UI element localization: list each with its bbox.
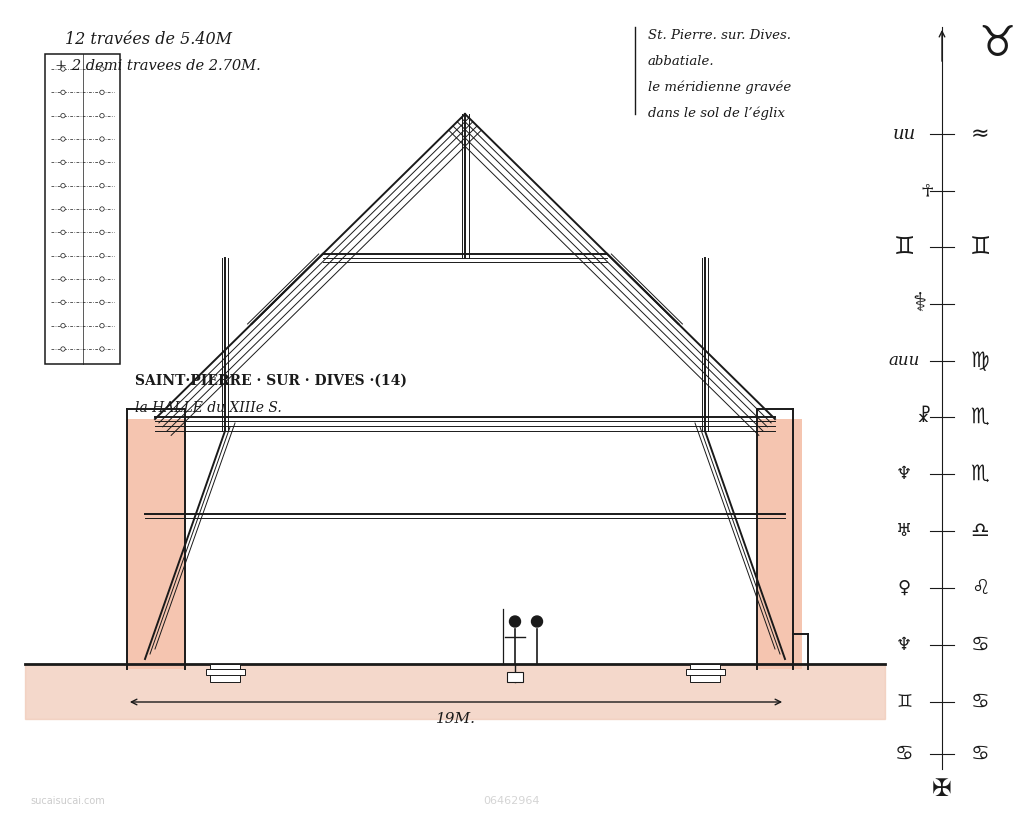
Circle shape (99, 161, 104, 165)
Text: abbatiale.: abbatiale. (648, 55, 715, 68)
Bar (206, 669, 245, 675)
Text: ♋: ♋ (971, 744, 989, 764)
Text: ⚕: ⚕ (912, 291, 927, 317)
Circle shape (99, 114, 104, 118)
Bar (45, 54, 120, 364)
Text: la HALLE du XIIIe S.: la HALLE du XIIIe S. (135, 401, 282, 415)
Text: ♆: ♆ (896, 465, 912, 483)
Circle shape (60, 67, 66, 71)
Circle shape (99, 300, 104, 305)
Bar (685, 669, 725, 675)
Text: ♉: ♉ (978, 23, 1016, 65)
Text: sucaisucai.com: sucaisucai.com (30, 796, 104, 806)
Text: dans le sol de l’églix: dans le sol de l’églix (648, 107, 785, 120)
FancyBboxPatch shape (757, 419, 802, 669)
Text: ♋: ♋ (971, 692, 989, 712)
Text: ♅: ♅ (896, 522, 912, 540)
Text: auu: auu (888, 352, 920, 369)
Circle shape (99, 324, 104, 328)
Bar (210, 664, 240, 682)
Text: ♏: ♏ (971, 407, 989, 427)
Circle shape (60, 161, 66, 165)
Text: ≈: ≈ (971, 124, 989, 144)
Circle shape (60, 346, 66, 351)
Text: ♎: ♎ (971, 521, 989, 541)
FancyBboxPatch shape (127, 419, 185, 669)
Text: SAINT·PIERRE · SUR · DIVES ·(14): SAINT·PIERRE · SUR · DIVES ·(14) (135, 374, 407, 388)
Bar (690, 664, 720, 682)
Text: 06462964: 06462964 (483, 796, 541, 806)
Circle shape (60, 253, 66, 258)
Text: ✠: ✠ (932, 777, 952, 801)
Circle shape (99, 137, 104, 141)
Text: + 2 demi travees de 2.70M.: + 2 demi travees de 2.70M. (55, 59, 261, 73)
Text: 12 travées de 5.40M: 12 travées de 5.40M (65, 31, 232, 48)
Text: ♊: ♊ (893, 235, 914, 259)
Circle shape (60, 90, 66, 94)
Circle shape (60, 324, 66, 328)
Text: St. Pierre. sur. Dives.: St. Pierre. sur. Dives. (648, 29, 791, 42)
Text: ♌: ♌ (971, 578, 989, 598)
Circle shape (531, 616, 543, 627)
Circle shape (99, 346, 104, 351)
Circle shape (60, 277, 66, 281)
Text: ♏: ♏ (971, 464, 989, 484)
Circle shape (99, 90, 104, 94)
Circle shape (99, 253, 104, 258)
Circle shape (60, 230, 66, 234)
Bar (25, 664, 885, 719)
Text: ♍: ♍ (971, 351, 989, 371)
Text: uu: uu (892, 125, 915, 143)
Text: 19M.: 19M. (436, 712, 476, 726)
Circle shape (99, 183, 104, 188)
Circle shape (60, 183, 66, 188)
Text: le méridienne gravée: le méridienne gravée (648, 81, 792, 94)
Text: ♊: ♊ (970, 235, 990, 259)
Circle shape (60, 207, 66, 211)
Text: ☥: ☥ (921, 182, 934, 200)
Text: ♆: ♆ (896, 636, 912, 654)
Circle shape (99, 277, 104, 281)
Text: ♋: ♋ (971, 635, 989, 655)
Text: ☧: ☧ (916, 408, 931, 426)
Circle shape (60, 137, 66, 141)
Circle shape (60, 114, 66, 118)
Circle shape (99, 67, 104, 71)
Circle shape (99, 207, 104, 211)
Circle shape (99, 230, 104, 234)
Circle shape (510, 616, 520, 627)
Bar (507, 672, 523, 682)
Text: ♊: ♊ (896, 693, 912, 711)
Text: ♋: ♋ (895, 744, 913, 764)
Text: ♀: ♀ (897, 579, 910, 597)
Circle shape (60, 300, 66, 305)
